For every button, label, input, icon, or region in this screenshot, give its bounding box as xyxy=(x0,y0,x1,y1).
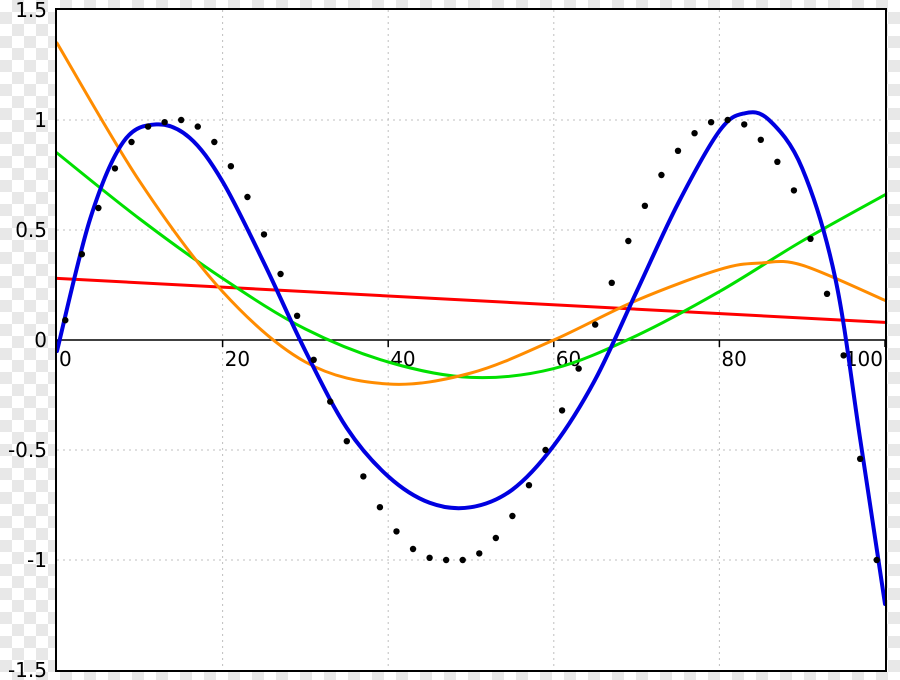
y-tick-label: 0 xyxy=(34,328,47,352)
red-line xyxy=(57,278,885,322)
y-tick-label: -1.5 xyxy=(8,658,47,680)
x-ticks: 020406080100 xyxy=(57,340,885,371)
blue-curve xyxy=(57,112,885,604)
chart-svg: 020406080100 xyxy=(57,10,885,670)
y-tick-label: 0.5 xyxy=(15,218,47,242)
y-tick-label: 1.5 xyxy=(15,0,47,22)
x-tick-label: 80 xyxy=(721,347,746,371)
y-tick-label: -1 xyxy=(27,548,47,572)
chart-plot-area: 020406080100 xyxy=(55,8,887,672)
orange-curve xyxy=(57,43,885,384)
x-tick-label: 20 xyxy=(225,347,250,371)
series-group xyxy=(57,43,885,604)
x-tick-label: 0 xyxy=(59,347,72,371)
green-curve xyxy=(57,153,885,378)
y-tick-label: 1 xyxy=(34,108,47,132)
y-tick-label: -0.5 xyxy=(8,438,47,462)
